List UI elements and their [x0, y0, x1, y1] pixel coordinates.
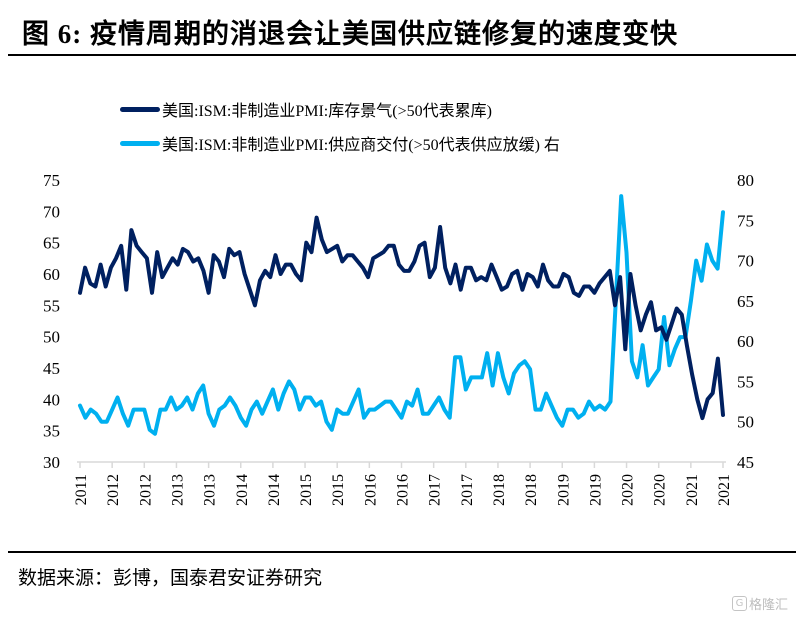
y-left-tick-label: 70 — [43, 202, 60, 221]
x-tick-label: 2017 — [427, 474, 444, 506]
legend-swatch-inventory — [120, 106, 160, 112]
y-right-tick-label: 65 — [737, 292, 754, 311]
x-tick-label: 2021 — [684, 474, 701, 506]
legend-item-inventory: 美国:ISM:非制造业PMI:库存景气(>50代表累库) — [120, 97, 492, 121]
y-left-tick-label: 40 — [43, 390, 60, 409]
chart-plot: 2011 2012 2012 2013 2013 2014 2014 2015 2015 2016… — [43, 171, 754, 506]
y-right-tick-label: 75 — [737, 211, 754, 230]
legend-swatch-supplier — [120, 140, 160, 146]
y-left-tick-label: 65 — [43, 234, 60, 253]
source-divider — [8, 551, 796, 553]
x-tick-label: 2019 — [587, 474, 604, 506]
y-right-tick-label: 60 — [737, 332, 754, 351]
x-tick-label: 2019 — [555, 474, 572, 506]
y-axis-right: 80 75 70 65 60 55 50 45 — [737, 171, 754, 472]
x-tick-label: 2014 — [234, 474, 251, 506]
legend-label-supplier: 美国:ISM:非制造业PMI:供应商交付(>50代表供应放缓) 右 — [162, 137, 560, 154]
x-tick-label: 2012 — [105, 474, 122, 506]
series-layer — [78, 194, 725, 436]
x-tick-label: 2021 — [716, 474, 733, 506]
x-tick-label: 2017 — [459, 474, 476, 506]
y-left-tick-label: 50 — [43, 328, 60, 347]
x-axis: 2011 2012 2012 2013 2013 2014 2014 2015 2015 2016… — [73, 461, 733, 506]
x-tick-label: 2011 — [73, 474, 90, 505]
x-tick-label: 2020 — [652, 474, 669, 506]
y-right-tick-label: 80 — [737, 171, 754, 190]
y-left-tick-label: 30 — [43, 453, 60, 472]
y-axis-left: 75 70 65 60 55 50 45 40 35 30 — [43, 171, 60, 472]
legend-label-inventory: 美国:ISM:非制造业PMI:库存景气(>50代表累库) — [162, 103, 492, 120]
x-tick-label: 2014 — [266, 474, 283, 506]
x-tick-label: 2018 — [491, 474, 508, 506]
legend-item-supplier: 美国:ISM:非制造业PMI:供应商交付(>50代表供应放缓) 右 — [120, 131, 560, 155]
y-left-tick-label: 45 — [43, 359, 60, 378]
y-right-tick-label: 45 — [737, 453, 754, 472]
y-right-tick-label: 55 — [737, 372, 754, 391]
x-tick-label: 2013 — [169, 474, 186, 506]
watermark-text: 格隆汇 — [748, 598, 788, 613]
x-tick-label: 2018 — [523, 474, 540, 506]
y-right-tick-label: 70 — [737, 252, 754, 271]
x-tick-label: 2016 — [362, 474, 379, 506]
series-line-inventory — [78, 215, 725, 421]
watermark: G 格隆汇 — [731, 594, 788, 613]
y-left-tick-label: 75 — [43, 171, 60, 190]
x-tick-label: 2013 — [202, 474, 219, 506]
figure-title: 图 6: 疫情周期的消退会让美国供应链修复的速度变快 — [22, 19, 678, 49]
y-left-tick-label: 35 — [43, 422, 60, 441]
y-right-tick-label: 50 — [737, 413, 754, 432]
x-tick-label: 2016 — [395, 474, 412, 506]
x-tick-label: 2020 — [620, 474, 637, 506]
watermark-logo-icon: G — [731, 596, 747, 611]
title-divider — [8, 54, 796, 56]
x-tick-label: 2015 — [330, 474, 347, 506]
x-tick-label: 2012 — [137, 474, 154, 506]
x-tick-label: 2015 — [298, 474, 315, 506]
source-note: 数据来源：彭博，国泰君安证券研究 — [18, 568, 323, 589]
y-left-tick-label: 55 — [43, 296, 60, 315]
y-left-tick-label: 60 — [43, 265, 60, 284]
